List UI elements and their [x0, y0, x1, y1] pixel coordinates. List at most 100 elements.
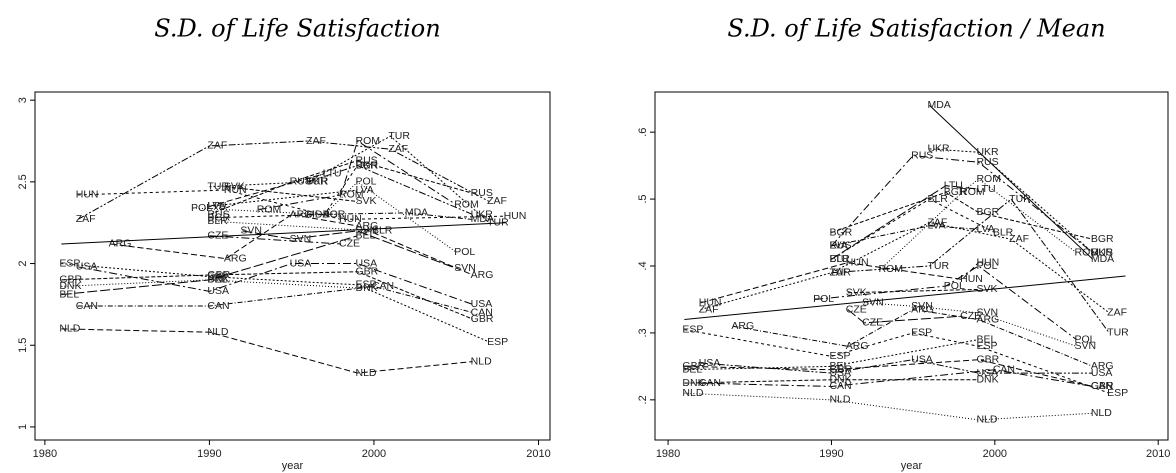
point-label: RUS — [471, 187, 493, 199]
point-label: USA — [471, 298, 493, 310]
series-line — [864, 302, 1077, 347]
point-label: ZAF — [1107, 307, 1127, 319]
point-label: DNK — [829, 374, 851, 386]
point-label: TUR — [207, 181, 229, 193]
point-label: RUS — [355, 154, 377, 166]
point-label: ROM — [454, 199, 479, 211]
series-line — [308, 212, 473, 220]
series-line — [831, 155, 1094, 254]
point-label: ESP — [59, 257, 80, 269]
series-line — [209, 220, 374, 232]
y-tick-label: .3 — [637, 328, 649, 337]
series-line — [209, 135, 490, 224]
point-label: UKR — [355, 159, 378, 171]
series-line — [242, 230, 457, 269]
point-label: TUR — [1107, 327, 1129, 339]
chart-title: S.D. of Life Satisfaction — [154, 15, 440, 43]
point-label: UKR — [927, 143, 950, 155]
point-label: USA — [76, 261, 98, 273]
point-label: ZAF — [76, 213, 96, 225]
point-label: ZAF — [388, 143, 408, 155]
point-label: ARG — [846, 340, 869, 352]
point-label: BGR — [829, 226, 852, 238]
series-line — [684, 275, 1126, 321]
point-label: ROM — [257, 203, 282, 215]
point-label: NLD — [976, 414, 997, 426]
point-label: ROM — [976, 173, 1001, 185]
series-line — [77, 285, 473, 314]
x-axis-label: year — [901, 460, 923, 472]
point-label: SVK — [846, 287, 867, 299]
point-label: BEL — [976, 333, 996, 345]
point-label: POL — [944, 280, 965, 292]
point-label: NLD — [829, 394, 850, 406]
point-label: NLD — [59, 323, 80, 335]
point-label: HUN — [960, 273, 983, 285]
series-line — [61, 235, 358, 296]
point-label: BLR — [207, 215, 228, 227]
point-label: HUN — [76, 189, 99, 201]
point-label: BEL — [682, 364, 702, 376]
point-label: POL — [1075, 333, 1096, 345]
series-line — [209, 160, 473, 215]
series-line — [684, 379, 979, 384]
x-tick-label: 1990 — [197, 448, 221, 460]
point-label: ROM — [878, 263, 903, 275]
series-line — [61, 222, 506, 245]
point-label: HUN — [699, 297, 722, 309]
series-line — [258, 140, 457, 211]
point-label: DNK — [976, 374, 998, 386]
series-line — [307, 164, 473, 215]
point-label: SVN — [1075, 340, 1097, 352]
point-label: SVK — [355, 195, 376, 207]
point-label: HUN — [846, 256, 869, 268]
point-label: POL — [976, 260, 997, 272]
point-label: TUR — [306, 176, 328, 188]
series-line — [700, 369, 1093, 387]
series-line — [61, 328, 473, 374]
series-line — [209, 173, 325, 207]
point-label: BLR — [927, 193, 948, 205]
point-label: CAN — [207, 300, 229, 312]
series-line — [684, 392, 1093, 421]
point-label: ESP — [682, 323, 703, 335]
point-label: POL — [191, 202, 212, 214]
y-tick-label: .4 — [637, 261, 649, 270]
point-label: UKR — [1091, 246, 1114, 258]
point-label: POL — [813, 293, 834, 305]
point-label: USA — [911, 353, 933, 365]
series-line — [61, 263, 490, 343]
series-line — [225, 186, 358, 202]
point-label: BGR — [207, 212, 230, 224]
point-label: USA — [355, 257, 377, 269]
point-label: SVN — [290, 233, 312, 245]
point-label: POL — [355, 176, 376, 188]
y-tick-label: 1 — [17, 424, 29, 430]
series-line — [209, 235, 342, 245]
point-label: BLR — [372, 225, 393, 237]
series-line — [831, 198, 996, 260]
point-label: ARG — [911, 303, 934, 315]
point-label: DNK — [59, 280, 81, 292]
point-label: UKR — [306, 176, 329, 188]
point-label: USA — [1091, 367, 1113, 379]
point-label: ARG — [290, 208, 313, 220]
point-label: NLD — [471, 355, 492, 367]
point-label: ZAF — [306, 135, 326, 147]
point-label: CAN — [372, 280, 394, 292]
point-label: USA — [207, 285, 229, 297]
point-label: GBR — [1091, 380, 1114, 392]
point-label: HUN — [976, 256, 999, 268]
point-label: HUN — [339, 213, 362, 225]
point-label: SVK — [224, 181, 245, 193]
x-tick-label: 2010 — [1146, 448, 1170, 460]
point-label: GBR — [829, 364, 852, 376]
point-label: SVN — [355, 225, 377, 237]
point-label: TUR — [487, 216, 509, 228]
point-label: CZE — [846, 303, 867, 315]
y-tick-label: .2 — [637, 395, 649, 404]
point-label: SVN — [240, 225, 262, 237]
point-label: GBR — [355, 265, 378, 277]
point-label: BLR — [829, 253, 850, 265]
